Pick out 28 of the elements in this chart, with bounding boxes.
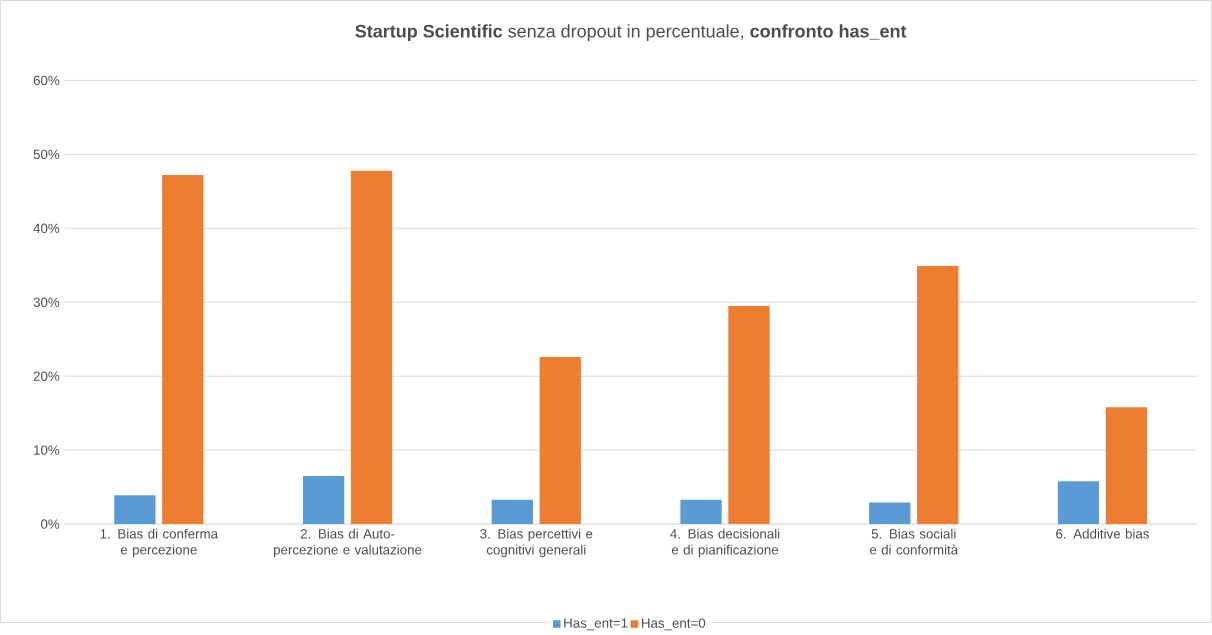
bar [1105, 407, 1148, 525]
x-tick-label: 5. Bias sociali e di conformità [869, 528, 959, 555]
bar [680, 499, 722, 525]
x-tick-label: 6. Additive bias [1056, 528, 1150, 539]
legend-label: Has_ent=0 [641, 618, 706, 631]
bar [917, 266, 959, 525]
bar [114, 495, 156, 525]
y-tick-label: 0% [41, 519, 60, 529]
bar [302, 475, 345, 525]
bar [869, 502, 911, 525]
chart-title: Startup Scientific senza dropout in percentuale, confronto has_ent [355, 24, 907, 42]
y-tick-label: 20% [33, 371, 60, 381]
bar [491, 499, 533, 525]
bar [350, 170, 393, 525]
y-tick-label: 10% [34, 445, 60, 455]
bar [162, 175, 204, 525]
bar [539, 356, 581, 525]
legend-label: Has_ent=1 [564, 618, 628, 631]
y-tick-label: 60% [33, 75, 60, 86]
bar [1057, 481, 1100, 525]
x-tick-label: 3. Bias percettivi e cognitivi generali [480, 528, 593, 558]
x-tick-label: 1. Bias di conferma e percezione [100, 528, 219, 558]
x-tick-label: 4. Bias decisionali e di pianificazione [670, 528, 780, 558]
y-tick-label: 50% [33, 149, 60, 160]
x-tick-label: 2. Bias di Auto-percezione e valutazione [273, 528, 422, 558]
y-tick-label: 40% [33, 223, 60, 234]
bar [728, 305, 770, 525]
y-tick-label: 30% [33, 297, 60, 307]
